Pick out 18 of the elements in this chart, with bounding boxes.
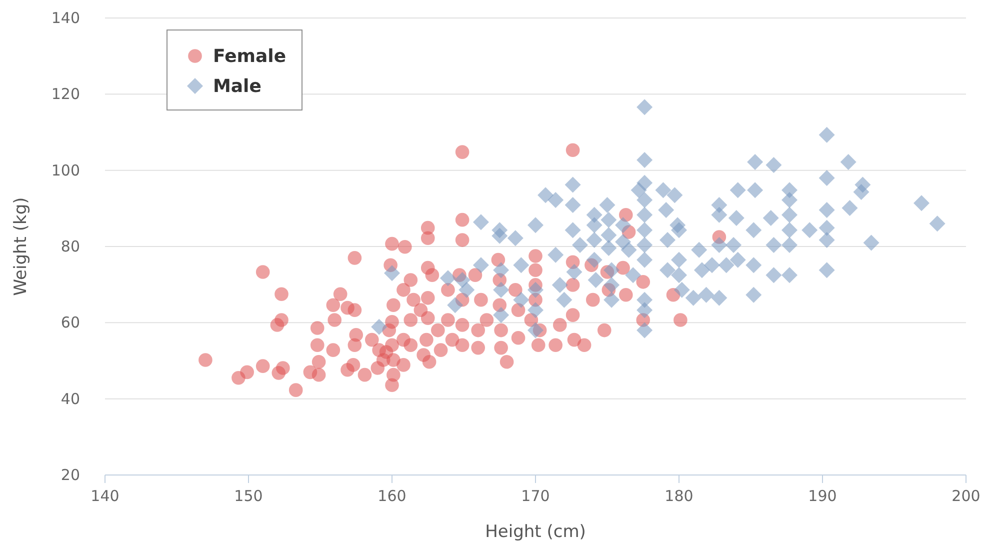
- legend-label: Female: [213, 46, 286, 67]
- x-tick-label: 190: [808, 487, 837, 505]
- x-tick-label: 180: [664, 487, 694, 505]
- y-axis-title: Weight (kg): [11, 197, 31, 296]
- y-tick-label: 120: [51, 85, 80, 104]
- y-tick-label: 100: [51, 161, 80, 180]
- x-tick-label: 160: [378, 487, 406, 505]
- x-tick-label: 200: [952, 487, 980, 505]
- x-tick-label: 140: [90, 487, 120, 505]
- y-tick-label: 40: [60, 390, 80, 408]
- y-tick-label: 80: [60, 238, 80, 256]
- y-tick-label: 20: [60, 466, 80, 484]
- x-axis-title: Height (cm): [485, 522, 586, 542]
- x-tick-label: 150: [234, 487, 263, 505]
- y-tick-label: 60: [60, 314, 80, 332]
- x-tick-label: 170: [521, 487, 550, 505]
- legend-label: Male: [213, 76, 262, 97]
- y-tick-label: 140: [51, 9, 80, 27]
